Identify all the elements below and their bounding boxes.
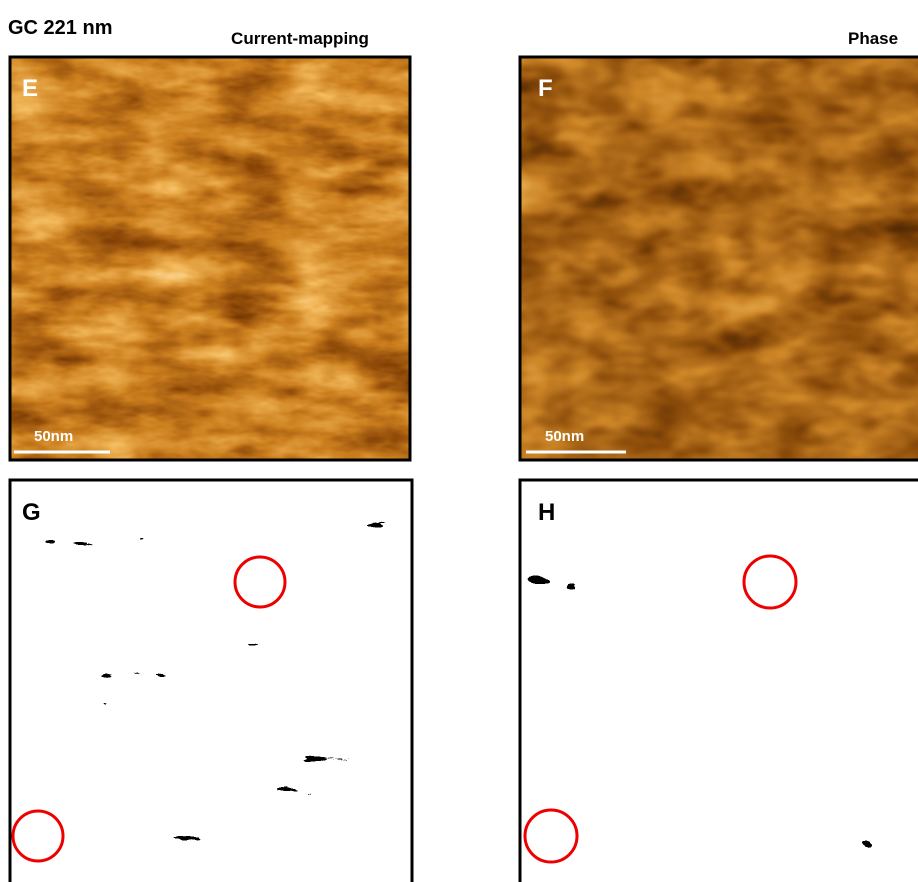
column-title: Phase [848, 29, 898, 48]
panel-label: F [538, 75, 553, 102]
figure: GC 221 nm Current-mapping Phase E 50nm F… [0, 0, 918, 882]
page: {"header": {"title": "GC 221 nm"}, "colu… [0, 0, 918, 882]
panel-label: H [538, 499, 555, 526]
figure-title: GC 221 nm [8, 17, 112, 39]
panel-label: G [22, 499, 41, 526]
scale-bar-label: 50nm [34, 428, 73, 445]
afm-image [520, 57, 918, 460]
column-title: Current-mapping [231, 29, 369, 48]
panel-label: E [22, 75, 38, 102]
scale-bar-label: 50nm [545, 428, 584, 445]
binary-image [520, 480, 918, 882]
afm-image [10, 57, 410, 460]
binary-image [10, 480, 412, 882]
